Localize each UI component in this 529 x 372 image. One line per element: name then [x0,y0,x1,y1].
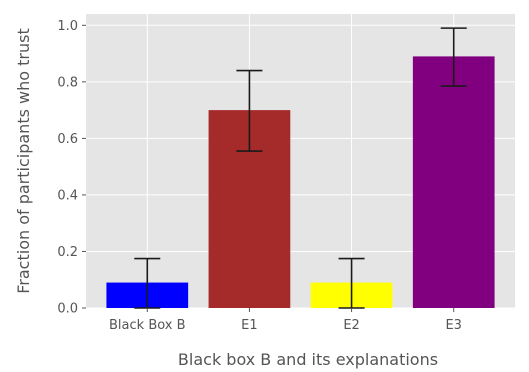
y-tick-label: 0.8 [57,75,78,90]
y-tick-label: 0.0 [57,302,78,317]
y-tick-label: 0.2 [57,245,78,260]
x-tick-label: E2 [343,318,360,333]
x-tick-label: E1 [241,318,258,333]
x-tick-label: Black Box B [109,318,186,333]
y-axis-label: Fraction of participants who trust [14,28,33,293]
y-axis-ticks: 0.0 0.2 0.4 0.6 0.8 1.0 [57,19,86,317]
y-tick-label: 1.0 [57,19,78,34]
x-axis-label: Black box B and its explanations [178,350,438,369]
y-tick-label: 0.4 [57,188,78,203]
y-tick-label: 0.6 [57,132,78,147]
x-tick-label: E3 [445,318,462,333]
bar-e3 [412,56,495,309]
bars [106,56,495,309]
x-axis-ticks: Black Box B E1 E2 E3 [109,308,462,333]
